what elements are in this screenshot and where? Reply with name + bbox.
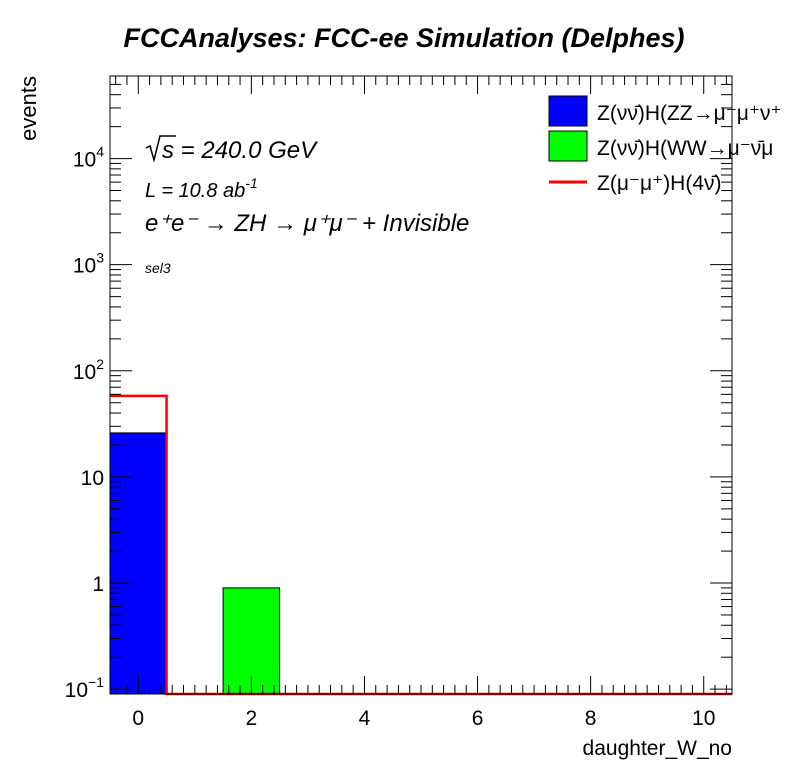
sqrt-symbol (145, 135, 176, 163)
legend-swatch-1 (548, 130, 588, 162)
x-tick-label: 2 (246, 707, 258, 730)
x-tick-label: 8 (585, 707, 597, 730)
y-tick-label: 104 (73, 144, 104, 172)
legend: Z(νν̄)H(ZZ→μ⁻μ⁺ν⁺ Z(νν̄)H(WW→μ⁻ν̄μ Z(μ⁻μ⁺)… (548, 95, 782, 195)
sqrt-s-text: s = 240.0 GeV (162, 137, 318, 164)
luminosity-annotation: L = 10.8 ab-1 (145, 175, 258, 202)
y-tick-label: 10 (81, 467, 104, 490)
y-tick-exponent: −1 (88, 674, 104, 690)
y-tick-label: 102 (73, 356, 104, 384)
y-tick-base: 1 (92, 573, 104, 596)
x-tick-label: 0 (132, 707, 144, 730)
y-tick-base: 10 (73, 149, 96, 172)
y-tick-base: 10 (81, 467, 104, 490)
process-annotation: e⁺e⁻ → ZH → μ⁺μ⁻ + Invisible (145, 210, 469, 237)
legend-swatch-0 (548, 95, 588, 127)
sqrt-s-annotation: s = 240.0 GeV (145, 135, 318, 164)
x-tick-label: 6 (472, 707, 484, 730)
legend-label-1: Z(νν̄)H(WW→μ⁻ν̄μ (597, 137, 773, 160)
y-tick-exponent: 4 (96, 144, 104, 160)
luminosity-exponent: -1 (245, 175, 257, 191)
y-tick-label: 103 (73, 250, 104, 278)
x-axis-label: daughter_W_no (583, 737, 732, 760)
x-tick-label: 10 (692, 707, 715, 730)
ticks-layer (110, 75, 732, 695)
y-tick-exponent: 3 (96, 250, 104, 266)
bars-layer (109, 432, 281, 695)
legend-label-2: Z(μ⁻μ⁺)H(4ν̄) (597, 172, 722, 195)
chart-title: FCCAnalyses: FCC-ee Simulation (Delphes) (123, 23, 684, 53)
selection-annotation: sel3 (145, 260, 171, 276)
x-tick-label: 4 (359, 707, 371, 730)
luminosity-text: L = 10.8 ab (145, 180, 245, 202)
histogram-line-2 (110, 394, 732, 696)
y-tick-base: 10 (73, 255, 96, 278)
y-axis-label: events (16, 76, 41, 141)
line-layer (110, 394, 732, 696)
y-tick-label: 1 (92, 573, 104, 596)
legend-label-0: Z(νν̄)H(ZZ→μ⁻μ⁺ν⁺ (597, 102, 782, 125)
plot-frame (109, 75, 733, 695)
histogram-bar-0-0 (109, 432, 168, 695)
y-tick-exponent: 2 (96, 356, 104, 372)
y-tick-label: 10−1 (65, 674, 105, 702)
y-tick-base: 10 (73, 361, 96, 384)
y-tick-base: 10 (65, 679, 88, 702)
